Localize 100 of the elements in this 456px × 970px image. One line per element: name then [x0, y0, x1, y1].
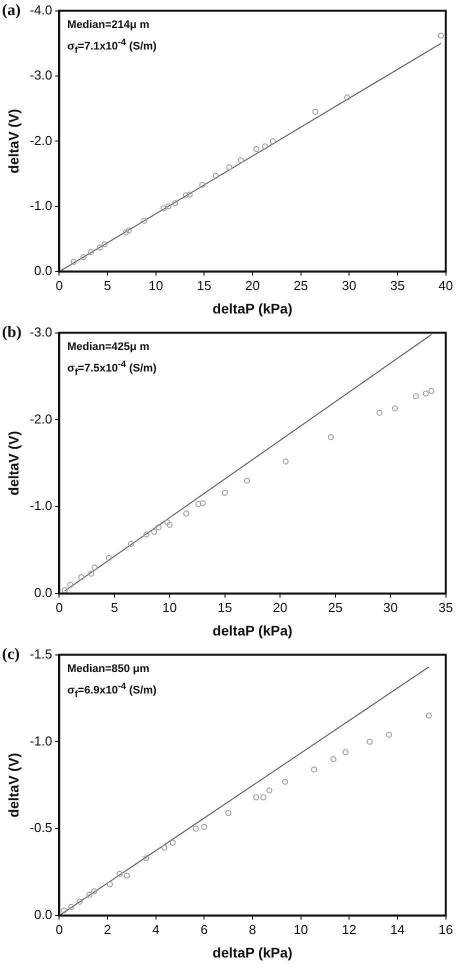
point	[195, 501, 202, 508]
point	[88, 249, 94, 256]
point	[412, 393, 419, 400]
x-tick-label: 0	[56, 278, 63, 293]
point	[426, 712, 432, 719]
point	[80, 254, 86, 260]
point	[68, 904, 74, 910]
x-tick-label: 4	[152, 922, 160, 937]
point	[330, 756, 336, 762]
x-tick-label: 15	[196, 278, 212, 293]
x-tick-label: 20	[245, 278, 260, 293]
y-tick-label: -1.5	[30, 646, 52, 662]
x-tick-label: 5	[104, 278, 112, 293]
point	[311, 766, 318, 773]
point	[186, 192, 193, 198]
point	[96, 244, 103, 250]
point	[438, 32, 444, 39]
point	[102, 241, 108, 248]
point	[166, 522, 173, 528]
point	[143, 531, 150, 538]
chart-title: (c)	[2, 646, 20, 664]
y-tick-label: -4.0	[30, 2, 52, 18]
point	[78, 574, 84, 580]
x-tick-label: 25	[294, 278, 308, 293]
point	[161, 844, 168, 851]
y-tick-label: -0.5	[30, 820, 52, 836]
point	[172, 200, 178, 206]
point	[266, 787, 272, 794]
point	[61, 907, 68, 914]
point	[170, 840, 176, 846]
chart-title: (b)	[2, 324, 22, 342]
x-tick-label: 16	[438, 922, 454, 937]
point	[160, 205, 167, 212]
x-axis-title: deltaP (kPa)	[212, 944, 292, 960]
y-tick-label: -3.0	[30, 68, 52, 83]
point	[428, 388, 434, 394]
point	[222, 490, 228, 496]
chart-title: (a)	[2, 2, 21, 20]
point	[238, 157, 244, 164]
annotation: σ$_{f}$=7.1x10$^{-4}$ (S/m)	[67, 36, 157, 57]
point	[183, 510, 190, 517]
x-tick-label: 35	[390, 278, 405, 293]
y-tick-label: -3.0	[30, 324, 52, 340]
point	[253, 794, 260, 800]
point	[244, 478, 250, 484]
point	[392, 405, 398, 412]
x-tick-label: 6	[200, 922, 208, 937]
x-tick-label: 35	[438, 600, 454, 615]
y-axis-title: deltaV (V)	[5, 752, 22, 818]
x-tick-label: 10	[294, 922, 308, 937]
point	[88, 570, 94, 577]
annotation: σ$_{f}$=6.9x10$^{-4}$ (S/m)	[67, 680, 157, 701]
x-tick-label: 14	[390, 922, 405, 937]
x-tick-label: 25	[328, 600, 343, 615]
point	[143, 855, 150, 862]
point	[366, 738, 373, 745]
x-tick-label: 12	[342, 922, 356, 937]
point	[192, 826, 199, 832]
y-tick-label: -2.0	[30, 132, 52, 148]
y-axis-title: deltaV (V)	[5, 108, 22, 174]
point	[141, 218, 148, 224]
point	[328, 434, 334, 440]
point	[312, 108, 318, 115]
point	[92, 564, 98, 571]
x-tick-label: 5	[110, 600, 118, 615]
point	[128, 541, 134, 548]
point	[212, 172, 219, 179]
y-tick-label: -1.0	[30, 733, 52, 748]
point	[253, 146, 260, 152]
x-tick-label: 2	[104, 922, 112, 937]
y-axis-title: deltaV (V)	[5, 430, 22, 496]
x-tick-label: 8	[248, 922, 256, 937]
x-tick-label: 0	[56, 600, 63, 615]
point	[226, 164, 232, 170]
y-tick-label: -1.0	[30, 498, 52, 514]
y-tick-label: 0.0	[34, 907, 52, 922]
point	[86, 892, 92, 898]
y-tick-label: 0.0	[34, 263, 52, 278]
point	[70, 258, 77, 265]
point	[199, 182, 206, 188]
point	[270, 138, 276, 144]
point	[156, 524, 162, 531]
annotation: σ$_{f}$=7.5x10$^{-4}$ (S/m)	[67, 358, 157, 379]
point	[282, 778, 288, 785]
point	[225, 810, 232, 816]
point	[67, 582, 74, 588]
point	[344, 94, 350, 101]
y-tick-label: 0.0	[34, 585, 52, 600]
point	[122, 229, 129, 236]
point	[91, 888, 98, 894]
point	[76, 898, 83, 905]
y-tick-label: -2.0	[30, 411, 52, 426]
point	[106, 881, 113, 888]
annotation: Median=214μ m	[67, 18, 150, 33]
point	[200, 500, 206, 506]
point	[282, 458, 289, 464]
x-tick-label: 30	[342, 278, 356, 293]
x-tick-label: 15	[218, 600, 232, 615]
point	[376, 410, 382, 416]
x-tick-label: 0	[56, 922, 63, 937]
